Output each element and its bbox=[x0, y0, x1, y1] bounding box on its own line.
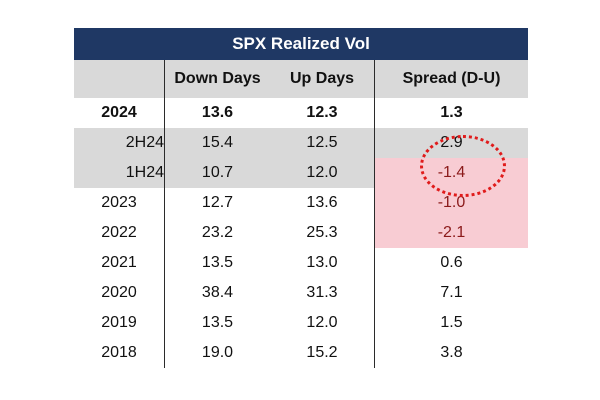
table-row-2018: 2018 19.0 15.2 3.8 bbox=[74, 338, 528, 368]
up-days-value: 25.3 bbox=[306, 224, 338, 241]
table-row-2019: 2019 13.5 12.0 1.5 bbox=[74, 308, 528, 338]
spread-value-negative: -1.4 bbox=[374, 158, 528, 188]
table-title: SPX Realized Vol bbox=[74, 28, 528, 60]
row-label: 2023 bbox=[101, 194, 137, 211]
column-header-down-days: Down Days bbox=[164, 60, 270, 98]
column-header-spread: Spread (D-U) bbox=[374, 60, 528, 98]
up-days-value: 12.5 bbox=[270, 128, 374, 158]
up-days-value: 13.0 bbox=[306, 254, 338, 271]
down-days-value: 38.4 bbox=[164, 278, 270, 308]
up-days-value: 31.3 bbox=[306, 284, 338, 301]
down-days-value: 13.6 bbox=[164, 98, 270, 128]
spread-value-negative: -1.0 bbox=[374, 188, 528, 218]
table-row-2022: 2022 23.2 25.3 -2.1 bbox=[74, 218, 528, 248]
up-days-value: 13.6 bbox=[306, 194, 338, 211]
spread-value: 3.8 bbox=[374, 338, 528, 368]
spread-value: 1.3 bbox=[374, 98, 528, 128]
down-days-value: 23.2 bbox=[164, 218, 270, 248]
table-row-2h24: 2H24 15.4 12.5 2.9 bbox=[74, 128, 528, 158]
spread-value: 2.9 bbox=[374, 128, 528, 158]
table-row-2021: 2021 13.5 13.0 0.6 bbox=[74, 248, 528, 278]
up-days-value: 12.0 bbox=[270, 158, 374, 188]
down-days-value: 10.7 bbox=[164, 158, 270, 188]
row-label: 2018 bbox=[101, 344, 137, 361]
row-label: 2H24 bbox=[74, 128, 164, 158]
up-days-value: 15.2 bbox=[306, 344, 338, 361]
up-days-value: 12.3 bbox=[306, 104, 338, 121]
row-label: 2019 bbox=[101, 314, 137, 331]
down-days-value: 15.4 bbox=[164, 128, 270, 158]
row-label: 2021 bbox=[101, 254, 137, 271]
column-header-label bbox=[74, 60, 164, 98]
column-header-up-days: Up Days bbox=[289, 70, 355, 87]
spread-value: 7.1 bbox=[374, 278, 528, 308]
down-days-value: 13.5 bbox=[164, 308, 270, 338]
down-days-value: 12.7 bbox=[164, 188, 270, 218]
down-days-value: 13.5 bbox=[164, 248, 270, 278]
down-days-value: 19.0 bbox=[164, 338, 270, 368]
table-row-2023: 2023 12.7 13.6 -1.0 bbox=[74, 188, 528, 218]
spread-value: 0.6 bbox=[374, 248, 528, 278]
column-header-row: Down Days Up Days Spread (D-U) bbox=[74, 60, 528, 98]
row-label: 1H24 bbox=[74, 158, 164, 188]
table-row-1h24: 1H24 10.7 12.0 -1.4 bbox=[74, 158, 528, 188]
table-row-2024: 2024 13.6 12.3 1.3 bbox=[74, 98, 528, 128]
row-label: 2020 bbox=[101, 284, 137, 301]
spread-value: 1.5 bbox=[374, 308, 528, 338]
table-bottom-edge bbox=[74, 368, 528, 369]
row-label: 2022 bbox=[101, 224, 137, 241]
realized-vol-table: SPX Realized Vol Down Days Up Days Sprea… bbox=[74, 28, 528, 368]
spread-value-negative: -2.1 bbox=[374, 218, 528, 248]
table-row-2020: 2020 38.4 31.3 7.1 bbox=[74, 278, 528, 308]
up-days-value: 12.0 bbox=[306, 314, 338, 331]
row-label: 2024 bbox=[101, 104, 137, 121]
